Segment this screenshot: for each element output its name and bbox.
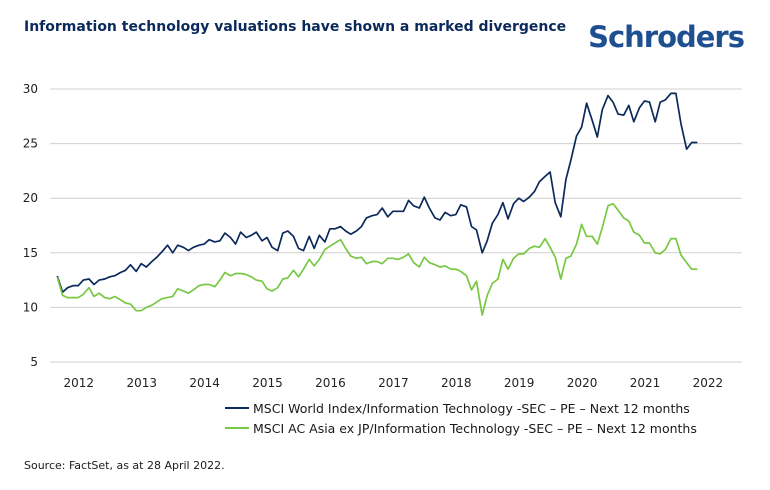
y-tick-label: 25 xyxy=(23,137,38,151)
legend-label-world-it: MSCI World Index/Information Technology … xyxy=(253,400,690,416)
x-tick-label: 2021 xyxy=(630,376,661,390)
x-tick-label: 2014 xyxy=(189,376,220,390)
x-tick-label: 2022 xyxy=(693,376,724,390)
y-tick-label: 30 xyxy=(23,82,38,96)
source-note: Source: FactSet, as at 28 April 2022. xyxy=(24,459,225,472)
x-tick-label: 2017 xyxy=(378,376,409,390)
chart-title: Information technology valuations have s… xyxy=(24,19,567,35)
legend-swatch-world-it xyxy=(225,407,249,409)
x-tick-label: 2019 xyxy=(504,376,535,390)
legend-item-asia-it: MSCI AC Asia ex JP/Information Technolog… xyxy=(225,418,697,438)
axis-labels: 5 10 15 20 25 30 2012 2013 2014 2015 2016 2017 2018 2… xyxy=(23,82,723,390)
y-tick-label: 5 xyxy=(30,355,38,369)
y-tick-label: 15 xyxy=(23,246,38,260)
x-tick-label: 2012 xyxy=(64,376,95,390)
line-chart: 5 10 15 20 25 30 2012 2013 2014 2015 2016 2017 2018 2… xyxy=(23,82,742,390)
legend: MSCI World Index/Information Technology … xyxy=(225,398,697,438)
x-tick-label: 2018 xyxy=(441,376,472,390)
legend-label-asia-it: MSCI AC Asia ex JP/Information Technolog… xyxy=(253,420,697,436)
gridlines xyxy=(50,88,742,363)
series-line-world-it xyxy=(56,92,698,293)
legend-swatch-asia-it xyxy=(225,427,249,429)
y-tick-label: 10 xyxy=(23,300,38,314)
series-line-asia-it xyxy=(56,202,698,316)
series-lines xyxy=(56,92,698,316)
x-tick-label: 2015 xyxy=(252,376,283,390)
x-tick-label: 2013 xyxy=(126,376,157,390)
schroders-logo: Schroders xyxy=(588,20,745,54)
legend-item-world-it: MSCI World Index/Information Technology … xyxy=(225,398,697,418)
x-tick-label: 2020 xyxy=(567,376,598,390)
y-tick-label: 20 xyxy=(23,191,38,205)
x-tick-label: 2016 xyxy=(315,376,346,390)
